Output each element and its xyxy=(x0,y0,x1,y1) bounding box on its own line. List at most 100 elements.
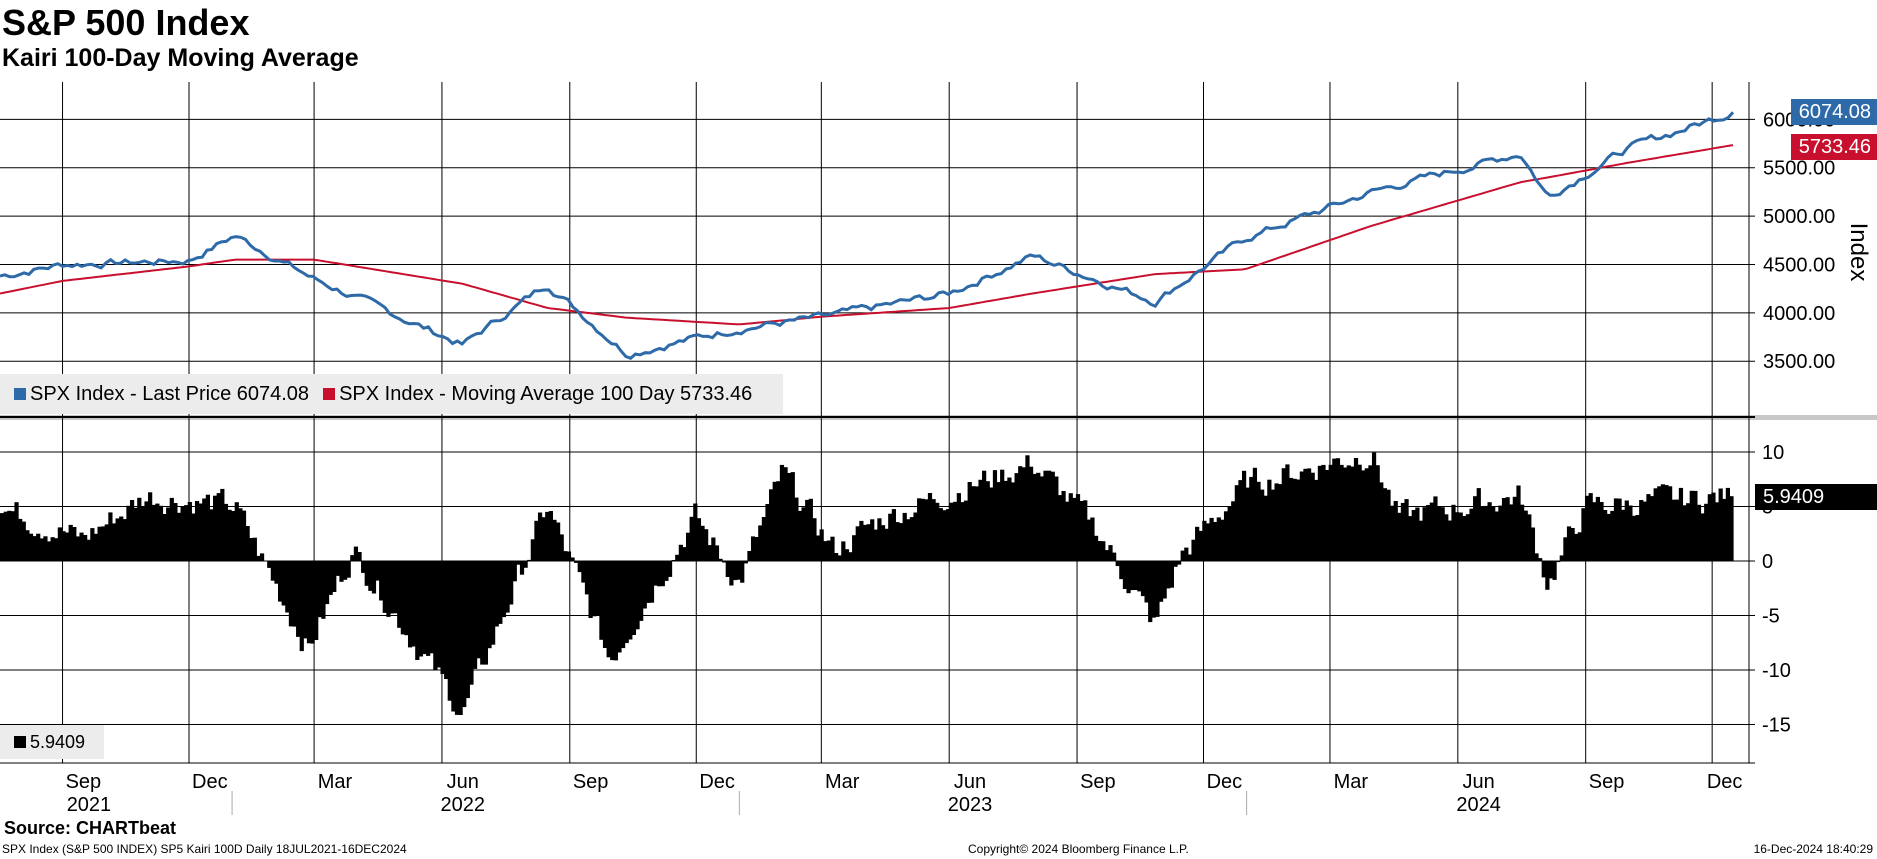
kairi-bar xyxy=(436,561,442,668)
upper-tick-label: 5500.00 xyxy=(1763,158,1835,180)
kairi-bar xyxy=(72,527,77,561)
kairi-bar xyxy=(729,561,734,586)
kairi-bar xyxy=(588,561,593,618)
kairi-bar xyxy=(1198,530,1203,561)
kairi-bar xyxy=(1108,545,1113,561)
kairi-bar xyxy=(1714,502,1720,561)
kairi-bar xyxy=(440,561,445,674)
kairi-bar xyxy=(422,561,427,655)
kairi-bar xyxy=(1418,520,1424,561)
kairi-bar xyxy=(927,493,933,561)
kairi-bars xyxy=(0,452,1734,715)
kairi-bar xyxy=(1234,485,1239,561)
kairi-bar xyxy=(1209,517,1214,561)
kairi-bar xyxy=(693,503,698,561)
kairi-bar xyxy=(1339,464,1344,561)
kairi-bar xyxy=(122,519,127,561)
kairi-bar xyxy=(967,482,972,561)
x-tick-label: Dec xyxy=(1707,771,1743,793)
kairi-bar xyxy=(491,561,496,645)
kairi-bar xyxy=(346,561,351,578)
legend-swatch-kairi xyxy=(14,736,26,748)
kairi-bar xyxy=(1213,522,1218,561)
kairi-bar xyxy=(628,561,633,640)
kairi-bar xyxy=(581,561,586,583)
kairi-badge: 5.9409 xyxy=(1755,484,1877,510)
kairi-bar xyxy=(877,518,882,561)
kairi-bar xyxy=(342,561,348,580)
kairi-bar xyxy=(1494,511,1499,561)
kairi-bar xyxy=(296,561,301,637)
kairi-bar xyxy=(1252,467,1258,561)
kairi-bar xyxy=(548,511,553,561)
kairi-bar xyxy=(1675,499,1680,561)
kairi-bar xyxy=(689,516,694,561)
kairi-bar xyxy=(653,561,658,586)
kairi-bar xyxy=(519,561,525,575)
kairi-bar xyxy=(462,561,467,708)
kairi-bar xyxy=(1007,477,1012,561)
kairi-bar xyxy=(137,497,142,561)
kairi-bar xyxy=(310,561,315,644)
kairi-bar xyxy=(556,522,561,561)
kairi-bar xyxy=(606,561,611,658)
kairi-bar xyxy=(891,509,896,561)
kairi-bar xyxy=(1657,486,1662,561)
kairi-bar xyxy=(480,561,485,665)
kairi-bar xyxy=(1288,477,1294,561)
kairi-bar xyxy=(1014,473,1019,561)
upper-tick-label: 3500.00 xyxy=(1763,351,1835,373)
kairi-bar xyxy=(180,506,185,561)
kairi-bar xyxy=(1021,467,1026,561)
kairi-bar xyxy=(1592,502,1597,561)
kairi-bar xyxy=(1314,479,1319,561)
legend-item-price: SPX Index - Last Price 6074.08 xyxy=(14,383,309,406)
kairi-bar xyxy=(1151,561,1156,618)
kairi-bar xyxy=(129,500,135,561)
kairi-bar xyxy=(433,561,438,671)
kairi-bar xyxy=(1303,468,1308,561)
kairi-bar xyxy=(671,560,676,561)
kairi-bar xyxy=(783,467,788,561)
upper-axis-label: Index xyxy=(1845,223,1872,282)
kairi-bar xyxy=(18,518,23,561)
kairi-bar xyxy=(1296,479,1301,561)
kairi-bar xyxy=(86,539,91,561)
kairi-bar xyxy=(1205,523,1211,561)
kairi-bar xyxy=(278,561,283,602)
kairi-bar xyxy=(1216,517,1221,561)
kairi-bar xyxy=(714,545,720,561)
kairi-bar xyxy=(1700,513,1705,561)
kairi-bar xyxy=(241,510,247,561)
kairi-bar xyxy=(198,503,203,561)
kairi-bar xyxy=(938,508,943,561)
kairi-bar xyxy=(1126,561,1131,594)
kairi-bar xyxy=(1686,503,1691,561)
kairi-bar xyxy=(1559,555,1564,561)
kairi-bar xyxy=(841,541,846,561)
kairi-bar xyxy=(386,561,391,617)
legend-item-kairi: 5.9409 xyxy=(14,732,85,753)
kairi-bar xyxy=(1130,561,1135,591)
kairi-bar xyxy=(1158,561,1164,602)
kairi-bar xyxy=(1455,512,1460,561)
kairi-bar xyxy=(1678,487,1684,561)
kairi-bar xyxy=(447,561,452,701)
kairi-bar xyxy=(610,561,615,661)
kairi-bar xyxy=(906,519,911,561)
kairi-bar xyxy=(451,561,456,712)
kairi-bar xyxy=(418,561,424,657)
kairi-bar xyxy=(862,524,868,561)
kairi-bar xyxy=(1693,490,1698,561)
kairi-bar xyxy=(361,561,366,573)
kairi-bar xyxy=(1390,505,1395,561)
kairi-bar xyxy=(639,561,644,621)
kairi-bar xyxy=(1292,478,1297,561)
kairi-bar xyxy=(787,473,792,561)
kairi-bar xyxy=(1148,561,1153,623)
kairi-bar xyxy=(1195,526,1200,561)
x-tick-label: Sep xyxy=(1589,771,1625,793)
kairi-bar xyxy=(220,488,225,561)
x-tick-label: Sep xyxy=(1080,771,1116,793)
kairi-bar xyxy=(1534,553,1539,561)
